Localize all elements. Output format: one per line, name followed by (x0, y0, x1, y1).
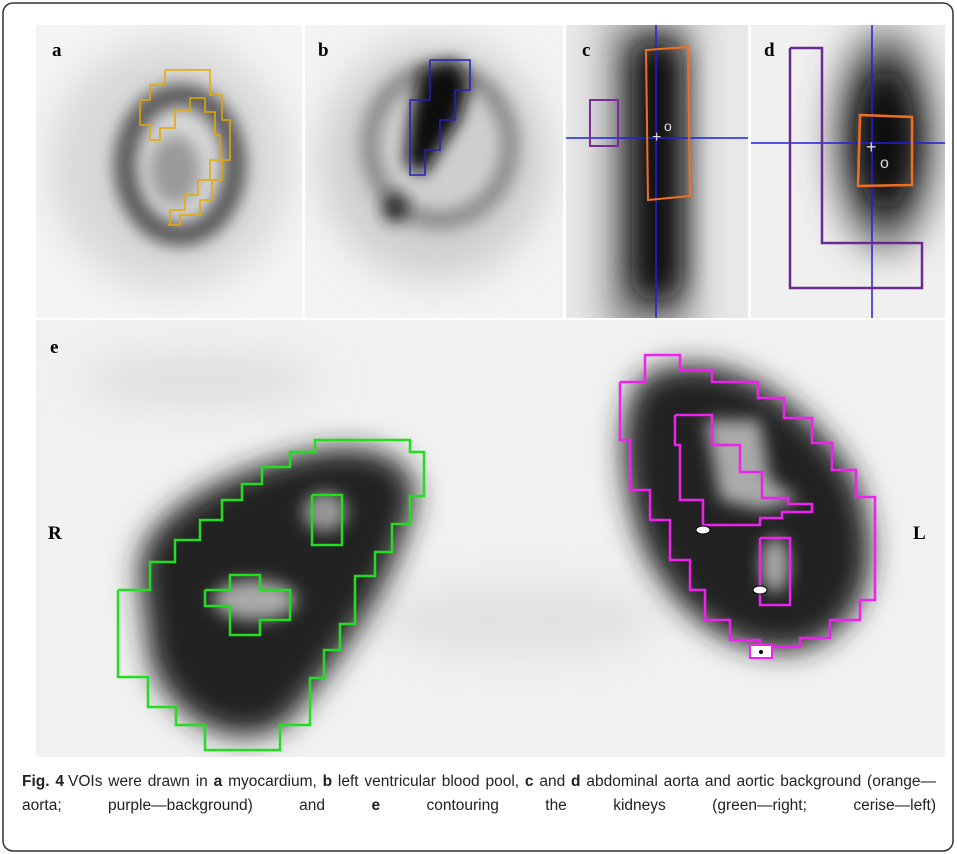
figure: a b + o c + o d (0, 0, 957, 854)
caption-text: left ventricular blood pool, (332, 773, 525, 790)
caption-letter: e (371, 797, 380, 814)
caption-letter: c (525, 773, 534, 790)
side-label: L (913, 523, 926, 544)
panel-label: a (52, 40, 62, 61)
panel-a-image (36, 25, 302, 318)
caption-label: Fig. 4 (22, 773, 64, 790)
side-label: R (48, 523, 62, 544)
caption-text: VOIs were drawn in (68, 773, 214, 790)
panel-d-image: + o (751, 25, 945, 318)
caption-letter: a (214, 773, 223, 790)
caption-text: and (534, 773, 572, 790)
svg-text:o: o (880, 155, 889, 172)
svg-text:+: + (866, 137, 877, 157)
figure-graphic: a b + o c + o d (0, 0, 957, 854)
panel-label: d (764, 40, 775, 61)
panel-b-image (305, 25, 563, 318)
panel-label: c (582, 40, 590, 61)
caption-text: contouring the kidneys (green—right; cer… (380, 797, 936, 814)
panel-label: e (50, 337, 58, 358)
svg-text:o: o (664, 118, 672, 134)
caption-letter: b (323, 773, 332, 790)
panel-e-image (36, 320, 945, 757)
caption-letter: d (571, 773, 580, 790)
panel-c-image: + o (566, 20, 748, 330)
caption-text: myocardium, (222, 773, 322, 790)
svg-text:+: + (652, 129, 661, 146)
panel-label: b (318, 40, 329, 61)
